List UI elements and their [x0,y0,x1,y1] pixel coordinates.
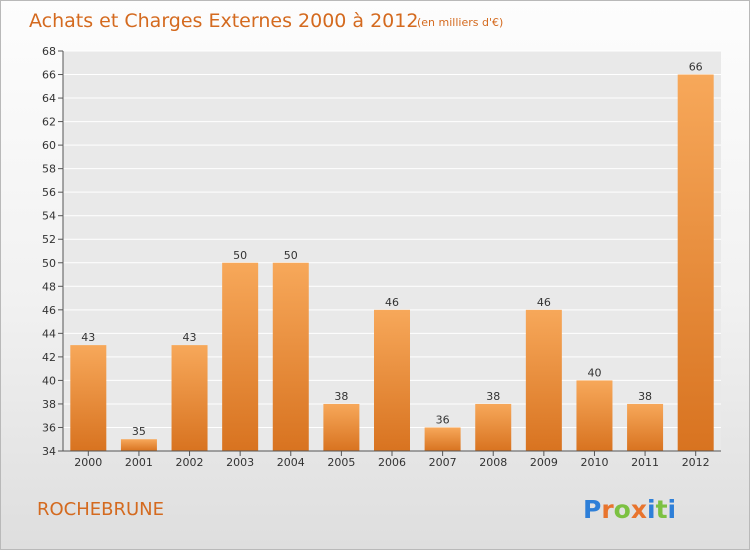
y-tick-label: 62 [42,116,56,129]
y-tick-label: 48 [42,280,56,293]
x-tick-label: 2009 [530,456,558,469]
y-tick-label: 40 [42,374,56,387]
proxiti-logo: Proxiti [583,495,676,524]
bar [272,262,309,451]
y-tick-label: 44 [42,327,56,340]
subtitle-text: (en milliers d'€) [417,16,503,29]
data-label: 46 [537,296,551,309]
y-tick-label: 34 [42,445,56,458]
location-label: ROCHEBRUNE [37,499,164,520]
y-tick-label: 36 [42,421,56,434]
bar [171,345,208,451]
data-label: 66 [689,61,703,74]
data-label: 36 [436,413,450,426]
bar [627,403,664,451]
title-text: Achats et Charges Externes 2000 à 2012 [29,10,418,32]
svg-text:Proxiti: Proxiti [583,495,676,524]
y-tick-label: 68 [42,45,56,58]
bar [70,345,107,451]
data-label: 46 [385,296,399,309]
x-tick-label: 2012 [682,456,710,469]
bar [323,403,360,451]
x-tick-label: 2006 [378,456,406,469]
y-tick-label: 56 [42,186,56,199]
x-axis: 2000 2001 2002 2003 2004 2005 2006 2007 2008 2009… [63,450,721,469]
bar [525,309,562,451]
y-tick-label: 42 [42,351,56,364]
data-label: 50 [233,249,247,262]
data-label: 43 [81,331,95,344]
chart-title: Achats et Charges Externes 2000 à 2012 (… [29,10,503,32]
x-tick-label: 2003 [226,456,254,469]
y-tick-label: 50 [42,257,56,270]
x-tick-label: 2007 [429,456,457,469]
data-label: 38 [486,390,500,403]
x-tick-label: 2010 [580,456,608,469]
y-tick-label: 52 [42,233,56,246]
x-tick-label: 2002 [176,456,204,469]
x-tick-label: 2001 [125,456,153,469]
x-tick-label: 2011 [631,456,659,469]
y-tick-label: 66 [42,69,56,82]
bar [120,439,157,451]
bar [677,74,714,451]
bar [374,309,410,451]
y-tick-label: 46 [42,304,56,317]
data-label: 35 [132,425,146,438]
bar [576,380,613,451]
y-tick-label: 38 [42,398,56,411]
x-tick-label: 2000 [74,456,102,469]
data-label: 38 [334,390,348,403]
bar [222,262,259,451]
x-tick-label: 2004 [277,456,305,469]
x-tick-label: 2008 [479,456,507,469]
bar [475,403,512,451]
y-tick-label: 64 [42,92,56,105]
bar [424,427,461,451]
x-tick-label: 2005 [327,456,355,469]
data-label: 40 [587,366,601,379]
data-label: 38 [638,390,652,403]
y-tick-label: 54 [42,210,56,223]
data-label: 43 [183,331,197,344]
y-tick-label: 58 [42,163,56,176]
bars: 43 35 43 50 50 38 46 36 38 46 40 38 66 [70,61,714,451]
y-axis: 34 36 38 40 42 44 46 48 50 52 54 56 58 60 62 64 66 68 [42,45,64,458]
data-label: 50 [284,249,298,262]
y-tick-label: 60 [42,139,56,152]
